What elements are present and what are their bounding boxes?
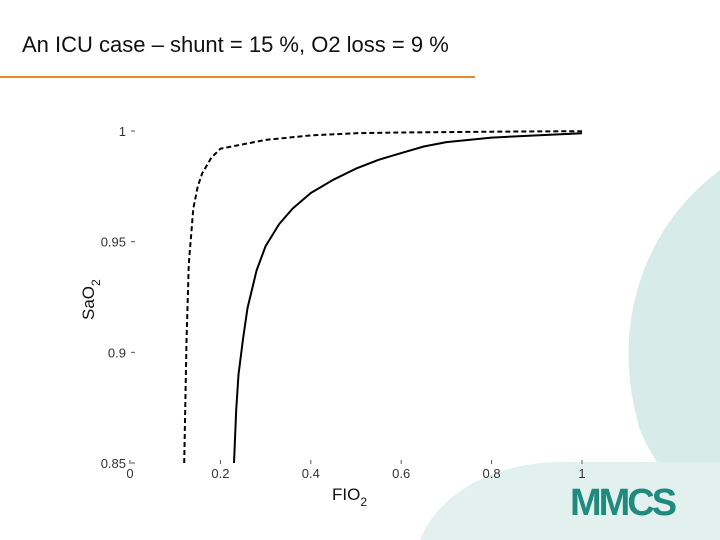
series-lines <box>183 130 583 464</box>
y-tick-label-3: 1 <box>119 124 126 139</box>
x-axis-label-main: FIO <box>332 485 360 504</box>
y-tick-label-2: 0.95 <box>101 235 126 250</box>
x-axis-ticks: 0 0.2 0.4 0.6 0.8 1 <box>126 460 586 481</box>
y-tick-label-0: 0.85 <box>101 456 126 471</box>
decorative-swirl <box>628 170 720 520</box>
dashed-curve <box>183 130 583 464</box>
x-tick-label-2: 0.4 <box>302 466 320 481</box>
solid-curve <box>233 132 583 464</box>
y-axis-label: SaO2 <box>79 279 103 320</box>
y-tick-label-1: 0.9 <box>108 345 126 360</box>
slide-title: An ICU case – shunt = 15 %, O2 loss = 9 … <box>22 32 449 57</box>
x-tick-label-4: 0.8 <box>483 466 501 481</box>
decorative-swirl-lower <box>420 461 720 540</box>
y-axis-label-group: SaO2 <box>79 279 103 320</box>
title-underline <box>0 76 475 78</box>
mmcs-logo: MMCS <box>570 482 677 524</box>
y-axis-label-subscript: 2 <box>89 279 103 286</box>
x-tick-label-0: 0 <box>126 466 133 481</box>
x-axis-label: FIO2 <box>332 485 367 509</box>
x-tick-label-5: 1 <box>578 466 585 481</box>
y-axis-ticks: 0.85 0.9 0.95 1 <box>101 124 135 471</box>
x-tick-label-3: 0.6 <box>392 466 410 481</box>
x-axis-label-subscript: 2 <box>360 495 367 509</box>
x-tick-label-1: 0.2 <box>211 466 229 481</box>
y-axis-label-main: SaO <box>79 286 98 320</box>
